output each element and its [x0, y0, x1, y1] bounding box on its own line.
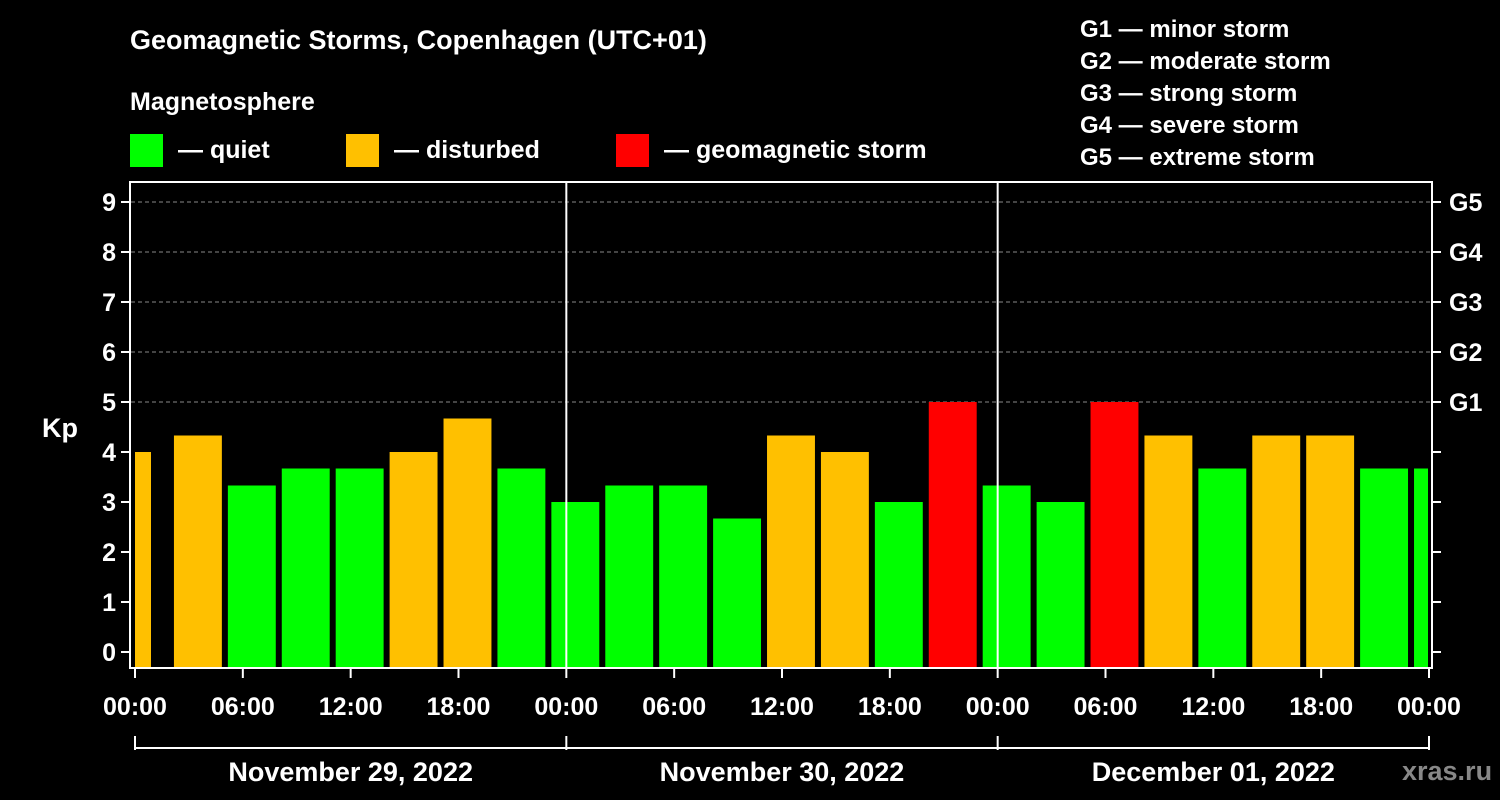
- x-tick-label-7: 18:00: [858, 693, 922, 721]
- y-tick-label-5: 5: [102, 389, 116, 417]
- grid-lines: [131, 201, 1431, 403]
- bar-17: [1036, 502, 1085, 668]
- x-tick-label-1: 06:00: [211, 693, 275, 721]
- x-tick-label-5: 06:00: [642, 693, 706, 721]
- x-tick-label-2: 12:00: [319, 693, 383, 721]
- bar-18: [1090, 402, 1139, 668]
- y-tick-label-7: 7: [102, 289, 116, 317]
- bar-10: [659, 485, 708, 668]
- legend-label-quiet: — quiet: [178, 136, 270, 164]
- day-dividers: [565, 182, 999, 668]
- bar-22: [1306, 435, 1355, 668]
- y-tick-label-4: 4: [102, 439, 116, 467]
- y-axis-label: Kp: [42, 413, 78, 443]
- bar-23: [1360, 468, 1409, 668]
- scale-legend-g2: G2 — moderate storm: [1080, 48, 1331, 75]
- bar-19: [1144, 435, 1193, 668]
- bar-8: [551, 502, 600, 668]
- day-labels: November 29, 2022 November 30, 2022 Decemb…: [134, 736, 1430, 787]
- chart-title: Geomagnetic Storms, Copenhagen (UTC+01): [130, 25, 707, 55]
- day-label-1: November 30, 2022: [660, 757, 905, 787]
- day-label-2: December 01, 2022: [1092, 757, 1335, 787]
- y-right-tick-label-g3: G3: [1449, 289, 1482, 317]
- x-tick-label-6: 12:00: [750, 693, 814, 721]
- x-tick-label-11: 18:00: [1289, 693, 1353, 721]
- bar-20: [1198, 468, 1247, 668]
- y-right-tick-label-g5: G5: [1449, 189, 1482, 217]
- bar-5: [389, 452, 438, 668]
- y-right-tick-label-g4: G4: [1449, 239, 1482, 267]
- x-tick-label-10: 12:00: [1181, 693, 1245, 721]
- legend-label-disturbed: — disturbed: [394, 136, 540, 164]
- storm-scale-legend: G1 — minor storm G2 — moderate storm G3 …: [1080, 16, 1331, 171]
- y-tick-label-3: 3: [102, 489, 116, 517]
- y-tick-label-8: 8: [102, 239, 116, 267]
- bar-6: [443, 418, 492, 668]
- bar-7: [497, 468, 546, 668]
- bar-11: [713, 518, 762, 668]
- watermark: xras.ru: [1402, 756, 1492, 786]
- y-tick-label-0: 0: [102, 639, 116, 667]
- y-axis: 0 1 2 3 4 5 6 7 8 9: [102, 189, 130, 667]
- x-tick-label-9: 06:00: [1074, 693, 1138, 721]
- chart-subtitle: Magnetosphere: [130, 88, 315, 116]
- bar-0: [135, 452, 151, 668]
- scale-legend-g1: G1 — minor storm: [1080, 16, 1289, 43]
- x-tick-label-0: 00:00: [103, 693, 167, 721]
- x-tick-label-8: 00:00: [966, 693, 1030, 721]
- y-tick-label-6: 6: [102, 339, 116, 367]
- legend-swatch-quiet: [130, 134, 163, 167]
- bar-4: [335, 468, 384, 668]
- y-right-tick-label-g2: G2: [1449, 339, 1482, 367]
- scale-legend-g3: G3 — strong storm: [1080, 80, 1297, 107]
- x-tick-label-12: 00:00: [1397, 693, 1461, 721]
- bar-16: [982, 485, 1031, 668]
- bar-2: [227, 485, 276, 668]
- y-tick-label-2: 2: [102, 539, 116, 567]
- scale-legend-g4: G4 — severe storm: [1080, 112, 1299, 139]
- day-label-0: November 29, 2022: [228, 757, 473, 787]
- legend-swatch-disturbed: [346, 134, 379, 167]
- bar-13: [820, 452, 869, 668]
- bar-14: [874, 502, 923, 668]
- y-tick-label-1: 1: [102, 589, 116, 617]
- bar-24: [1414, 468, 1428, 668]
- y-tick-label-9: 9: [102, 189, 116, 217]
- bar-series: [135, 402, 1428, 668]
- status-legend: — quiet — disturbed — geomagnetic storm: [130, 134, 927, 167]
- bar-21: [1252, 435, 1301, 668]
- y-right-tick-label-g1: G1: [1449, 389, 1482, 417]
- bar-9: [605, 485, 654, 668]
- bar-12: [767, 435, 815, 668]
- bar-3: [281, 468, 330, 668]
- legend-label-storm: — geomagnetic storm: [664, 136, 927, 164]
- scale-legend-g5: G5 — extreme storm: [1080, 144, 1315, 171]
- bar-1: [173, 435, 222, 668]
- y-axis-right: G1 G2 G3 G4 G5: [1432, 189, 1482, 653]
- x-axis: 00:00 06:00 12:00 18:00 00:00 06:00 12:00 18:00…: [103, 668, 1461, 721]
- legend-swatch-storm: [616, 134, 649, 167]
- x-tick-label-4: 00:00: [534, 693, 598, 721]
- x-tick-label-3: 18:00: [427, 693, 491, 721]
- bar-15: [928, 402, 977, 668]
